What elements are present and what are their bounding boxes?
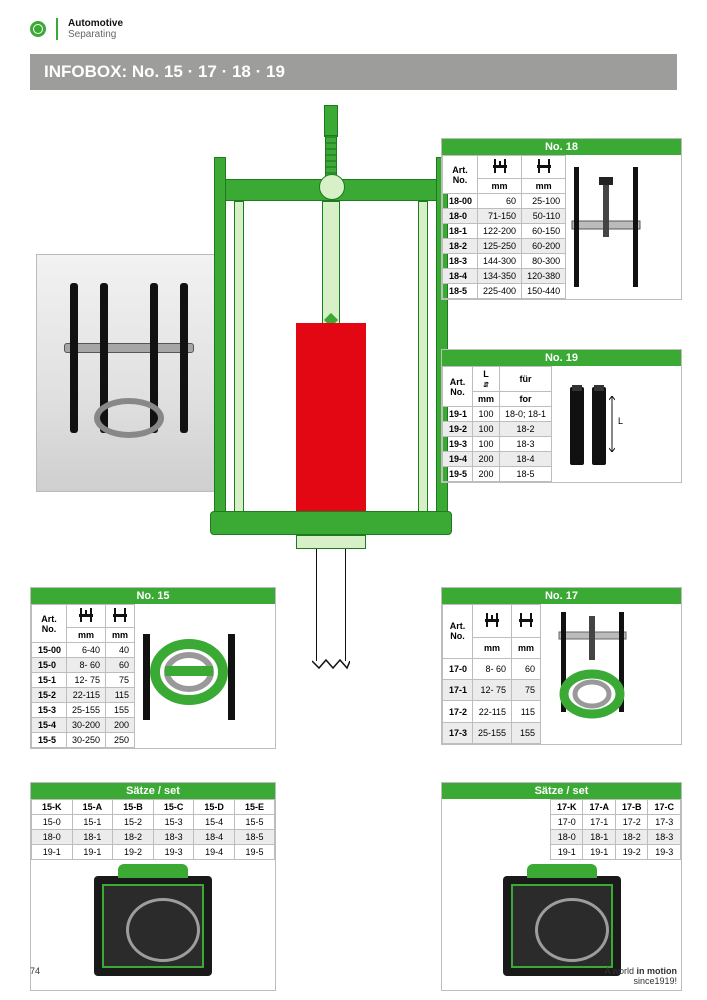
product-image-no17	[541, 604, 644, 744]
card-sets17-title: Sätze / set	[442, 783, 681, 799]
table-no18: Art. No.mmmm18-006025-10018-071-15050-11…	[442, 155, 566, 299]
card-no18: No. 18 Art. No.mmmm18-006025-10018-071-1…	[441, 138, 682, 300]
footer-tagline: A world in motion	[604, 966, 677, 976]
table-sets15: 15-K15-A15-B15-C15-D15-E15-015-115-215-3…	[31, 799, 275, 860]
card-no17: No. 17 Art. No.mmmm17-08- 606017-112- 75…	[441, 587, 682, 745]
brand-logo-icon	[30, 21, 46, 37]
card-sets17: Sätze / set 17-K17-A17-B17-C17-017-117-2…	[441, 782, 682, 991]
product-image-no19: L	[552, 366, 627, 482]
card-no17-title: No. 17	[442, 588, 681, 604]
product-image-no18	[566, 155, 646, 299]
infobox-title: INFOBOX: No. 15 · 17 · 18 · 19	[30, 54, 677, 90]
page-footer: 74 A world in motion since1919!	[30, 966, 677, 986]
technical-diagram	[196, 105, 466, 585]
label-L: L	[618, 416, 623, 426]
card-sets15-title: Sätze / set	[31, 783, 275, 799]
card-no18-title: No. 18	[442, 139, 681, 155]
table-no19: Art. No.L⇵fürmmfor19-110018-0; 18-119-21…	[442, 366, 552, 482]
table-no15: Art. No.mmmm15-006-404015-08- 606015-112…	[31, 604, 135, 748]
product-image-no15	[135, 604, 243, 748]
card-no19: No. 19 Art. No.L⇵fürmmfor19-110018-0; 18…	[441, 349, 682, 483]
header-subcategory: Separating	[68, 29, 123, 40]
footer-since: since1919!	[633, 976, 677, 986]
table-no17: Art. No.mmmm17-08- 606017-112- 757517-22…	[442, 604, 541, 744]
card-no15: No. 15 Art. No.mmmm15-006-404015-08- 606…	[30, 587, 276, 749]
card-no15-title: No. 15	[31, 588, 275, 604]
card-sets15: Sätze / set 15-K15-A15-B15-C15-D15-E15-0…	[30, 782, 276, 991]
page-header: Automotive Separating	[30, 18, 677, 40]
header-divider	[56, 18, 58, 40]
header-category: Automotive	[68, 18, 123, 29]
page-number: 74	[30, 966, 40, 986]
product-photo-separator	[36, 254, 221, 492]
card-no19-title: No. 19	[442, 350, 681, 366]
table-sets17: 17-K17-A17-B17-C17-017-117-217-318-018-1…	[550, 799, 681, 860]
